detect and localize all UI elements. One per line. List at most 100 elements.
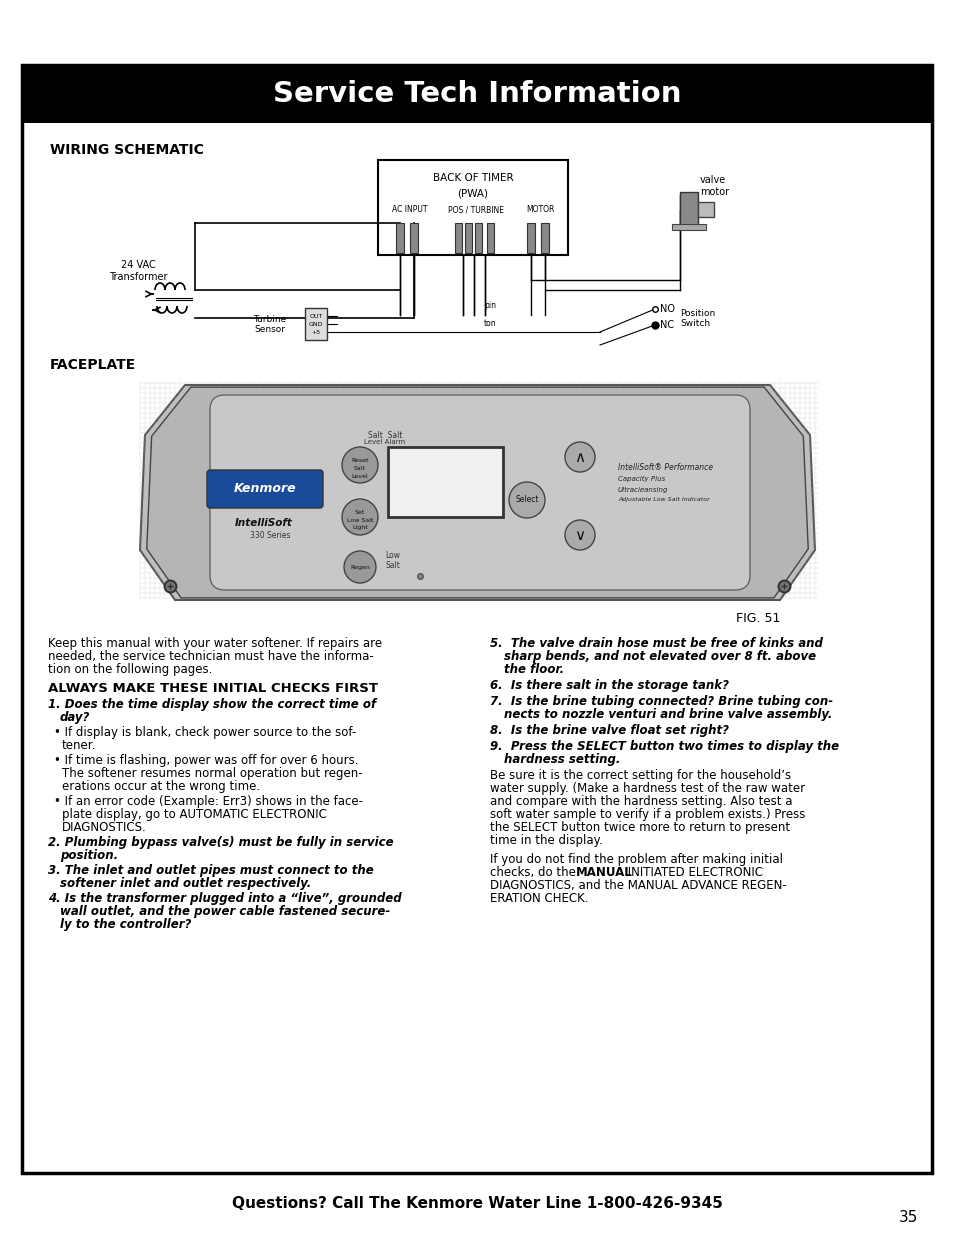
- Text: Regen: Regen: [350, 564, 370, 569]
- Text: sharp bends, and not elevated over 8 ft. above: sharp bends, and not elevated over 8 ft.…: [503, 650, 815, 663]
- Text: the floor.: the floor.: [503, 663, 563, 676]
- Circle shape: [564, 520, 595, 550]
- Text: Level: Level: [352, 473, 368, 478]
- Text: INITIATED ELECTRONIC: INITIATED ELECTRONIC: [623, 866, 762, 879]
- Text: Transformer: Transformer: [109, 272, 167, 282]
- Text: 9.  Press the SELECT button two times to display the: 9. Press the SELECT button two times to …: [490, 740, 839, 753]
- Text: Sensor: Sensor: [254, 326, 285, 335]
- Text: ∧: ∧: [574, 450, 585, 464]
- Text: Set: Set: [355, 510, 365, 515]
- Text: Be sure it is the correct setting for the household’s: Be sure it is the correct setting for th…: [490, 769, 790, 782]
- Text: 7.  Is the brine tubing connected? Brine tubing con-: 7. Is the brine tubing connected? Brine …: [490, 695, 832, 708]
- FancyBboxPatch shape: [207, 471, 323, 508]
- Text: ton: ton: [483, 319, 496, 327]
- Bar: [464, 224, 472, 253]
- Text: and compare with the hardness setting. Also test a: and compare with the hardness setting. A…: [490, 795, 792, 808]
- Text: ALWAYS MAKE THESE INITIAL CHECKS FIRST: ALWAYS MAKE THESE INITIAL CHECKS FIRST: [48, 682, 377, 695]
- Text: checks, do the: checks, do the: [490, 866, 579, 879]
- FancyBboxPatch shape: [210, 395, 749, 590]
- Bar: [377, 161, 567, 254]
- Text: WIRING SCHEMATIC: WIRING SCHEMATIC: [50, 143, 204, 157]
- Text: 6.  Is there salt in the storage tank?: 6. Is there salt in the storage tank?: [490, 679, 728, 692]
- Text: Salt: Salt: [385, 561, 400, 569]
- Text: IntelliSoft® Performance: IntelliSoft® Performance: [618, 462, 713, 472]
- Text: POS / TURBINE: POS / TURBINE: [448, 205, 503, 215]
- Text: AC INPUT: AC INPUT: [392, 205, 427, 215]
- Bar: [388, 447, 502, 517]
- Text: day?: day?: [60, 711, 91, 724]
- Text: IntelliSoft: IntelliSoft: [234, 517, 293, 529]
- Text: Salt  Salt: Salt Salt: [367, 431, 402, 440]
- Text: 330 Series: 330 Series: [250, 531, 291, 540]
- Text: soft water sample to verify if a problem exists.) Press: soft water sample to verify if a problem…: [490, 808, 804, 821]
- Text: plate display, go to AUTOMATIC ELECTRONIC: plate display, go to AUTOMATIC ELECTRONI…: [62, 808, 327, 821]
- Text: ∨: ∨: [574, 527, 585, 542]
- Text: ERATION CHECK.: ERATION CHECK.: [490, 892, 588, 905]
- Text: NC: NC: [659, 320, 674, 330]
- Bar: [22, 65, 931, 124]
- Text: position.: position.: [60, 848, 118, 862]
- Text: Capacity Plus: Capacity Plus: [618, 475, 664, 482]
- Text: softener inlet and outlet respectively.: softener inlet and outlet respectively.: [60, 877, 311, 890]
- Text: MOTOR: MOTOR: [525, 205, 554, 215]
- Text: FACEPLATE: FACEPLATE: [50, 358, 136, 372]
- Text: Reset: Reset: [351, 458, 369, 463]
- Text: the SELECT button twice more to return to present: the SELECT button twice more to return t…: [490, 821, 789, 834]
- Text: 35: 35: [898, 1209, 917, 1224]
- Circle shape: [341, 447, 377, 483]
- Circle shape: [509, 482, 544, 517]
- Bar: [305, 308, 327, 340]
- Text: water supply. (Make a hardness test of the raw water: water supply. (Make a hardness test of t…: [490, 782, 804, 795]
- Text: Switch: Switch: [679, 320, 709, 329]
- Circle shape: [564, 442, 595, 472]
- Bar: [679, 191, 698, 227]
- Text: +5: +5: [311, 330, 320, 335]
- Text: (PWA): (PWA): [457, 188, 488, 198]
- Bar: [540, 224, 548, 253]
- Circle shape: [344, 551, 375, 583]
- Text: Low Salt: Low Salt: [347, 519, 373, 524]
- Text: Level Alarm: Level Alarm: [364, 438, 405, 445]
- Text: pin: pin: [483, 300, 496, 310]
- Text: valve: valve: [700, 175, 725, 185]
- Text: tion on the following pages.: tion on the following pages.: [48, 663, 213, 676]
- Text: Service Tech Information: Service Tech Information: [273, 80, 680, 107]
- Text: DIAGNOSTICS.: DIAGNOSTICS.: [62, 821, 147, 834]
- Text: • If display is blank, check power source to the sof-: • If display is blank, check power sourc…: [54, 726, 355, 739]
- Text: ly to the controller?: ly to the controller?: [60, 918, 192, 931]
- Text: needed, the service technician must have the informa-: needed, the service technician must have…: [48, 650, 374, 663]
- Text: NO: NO: [659, 304, 675, 314]
- Text: Questions? Call The Kenmore Water Line 1-800-426-9345: Questions? Call The Kenmore Water Line 1…: [232, 1195, 721, 1210]
- Bar: [410, 224, 417, 253]
- Text: The softener resumes normal operation but regen-: The softener resumes normal operation bu…: [62, 767, 362, 781]
- Bar: [526, 224, 535, 253]
- Text: wall outlet, and the power cable fastened secure-: wall outlet, and the power cable fastene…: [60, 905, 390, 918]
- Text: FIG. 51: FIG. 51: [735, 611, 780, 625]
- Polygon shape: [147, 387, 807, 598]
- Text: Position: Position: [679, 309, 715, 317]
- Text: Light: Light: [352, 526, 368, 531]
- Text: 2. Plumbing bypass valve(s) must be fully in service: 2. Plumbing bypass valve(s) must be full…: [48, 836, 394, 848]
- Bar: [395, 224, 403, 253]
- Bar: [455, 224, 461, 253]
- Text: GND: GND: [309, 321, 323, 326]
- Text: 4. Is the transformer plugged into a “live”, grounded: 4. Is the transformer plugged into a “li…: [48, 892, 401, 905]
- Bar: [22, 65, 931, 1173]
- Text: hardness setting.: hardness setting.: [503, 753, 619, 766]
- Bar: [475, 224, 481, 253]
- Text: Turbine: Turbine: [253, 315, 286, 324]
- Text: DIAGNOSTICS, and the MANUAL ADVANCE REGEN-: DIAGNOSTICS, and the MANUAL ADVANCE REGE…: [490, 879, 786, 892]
- Text: 24 VAC: 24 VAC: [120, 261, 155, 270]
- Text: 5.  The valve drain hose must be free of kinks and: 5. The valve drain hose must be free of …: [490, 637, 822, 650]
- Text: OUT: OUT: [309, 314, 322, 319]
- Text: BACK OF TIMER: BACK OF TIMER: [433, 173, 513, 183]
- Text: Select: Select: [515, 495, 538, 505]
- Circle shape: [341, 499, 377, 535]
- Text: 3. The inlet and outlet pipes must connect to the: 3. The inlet and outlet pipes must conne…: [48, 864, 374, 877]
- Text: Low: Low: [385, 552, 400, 561]
- Bar: [671, 224, 705, 230]
- Text: • If an error code (Example: Err3) shows in the face-: • If an error code (Example: Err3) shows…: [54, 795, 363, 808]
- Bar: [486, 224, 494, 253]
- Polygon shape: [140, 385, 814, 600]
- Text: Salt: Salt: [354, 467, 366, 472]
